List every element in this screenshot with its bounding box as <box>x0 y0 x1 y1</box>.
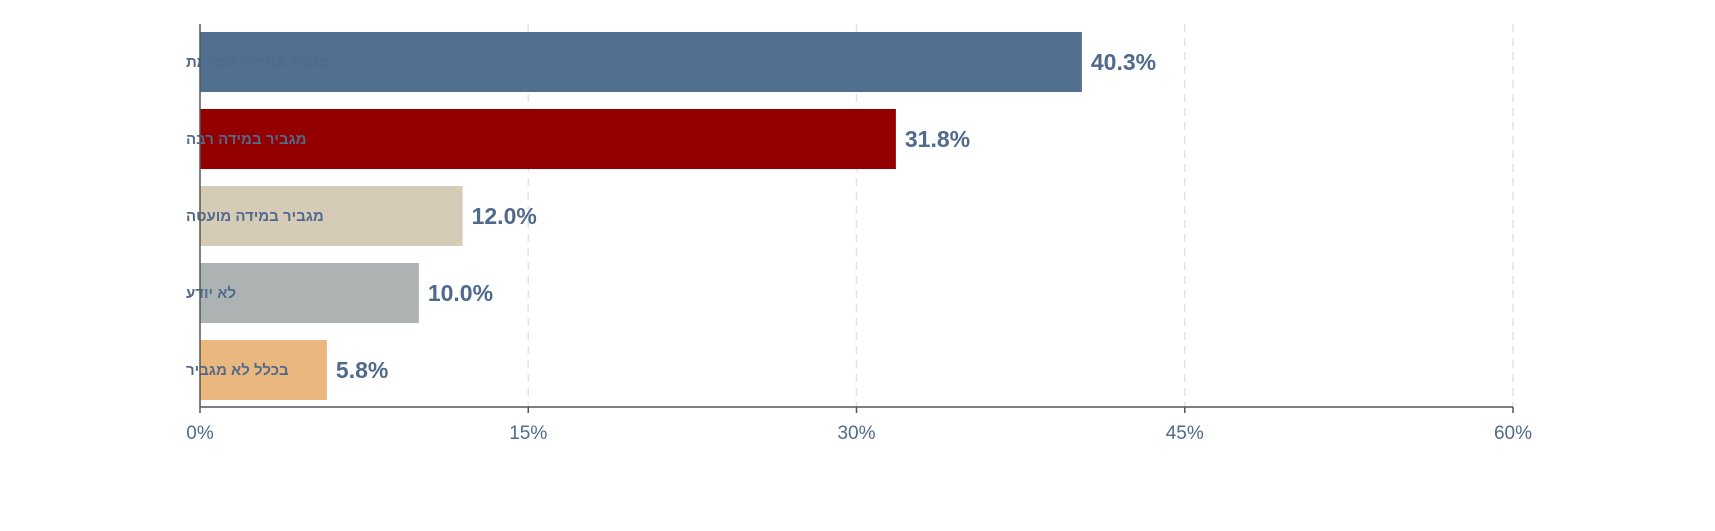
y-category-label: בכלל לא מגביר <box>186 362 289 379</box>
bar <box>200 109 896 169</box>
y-category-label: מגביר במידה רבה <box>186 131 307 148</box>
y-category-label: מגביר במידה מסוימת <box>186 54 330 71</box>
data-label: 40.3% <box>1091 49 1156 75</box>
bar <box>200 263 419 323</box>
bar <box>200 32 1082 92</box>
data-label: 5.8% <box>336 357 388 383</box>
bar <box>200 340 327 400</box>
data-label: 12.0% <box>472 203 537 229</box>
x-tick-label: 60% <box>1494 423 1532 444</box>
x-tick-label: 45% <box>1166 423 1204 444</box>
x-tick-label: 30% <box>837 423 875 444</box>
x-tick-label: 0% <box>186 423 214 444</box>
y-category-label: מגביר במידה מועטה <box>186 208 324 225</box>
y-category-label: לא יודע <box>186 285 236 302</box>
x-tick-label: 15% <box>509 423 547 444</box>
bar <box>200 186 463 246</box>
data-label: 10.0% <box>428 280 493 306</box>
data-label: 31.8% <box>905 126 970 152</box>
